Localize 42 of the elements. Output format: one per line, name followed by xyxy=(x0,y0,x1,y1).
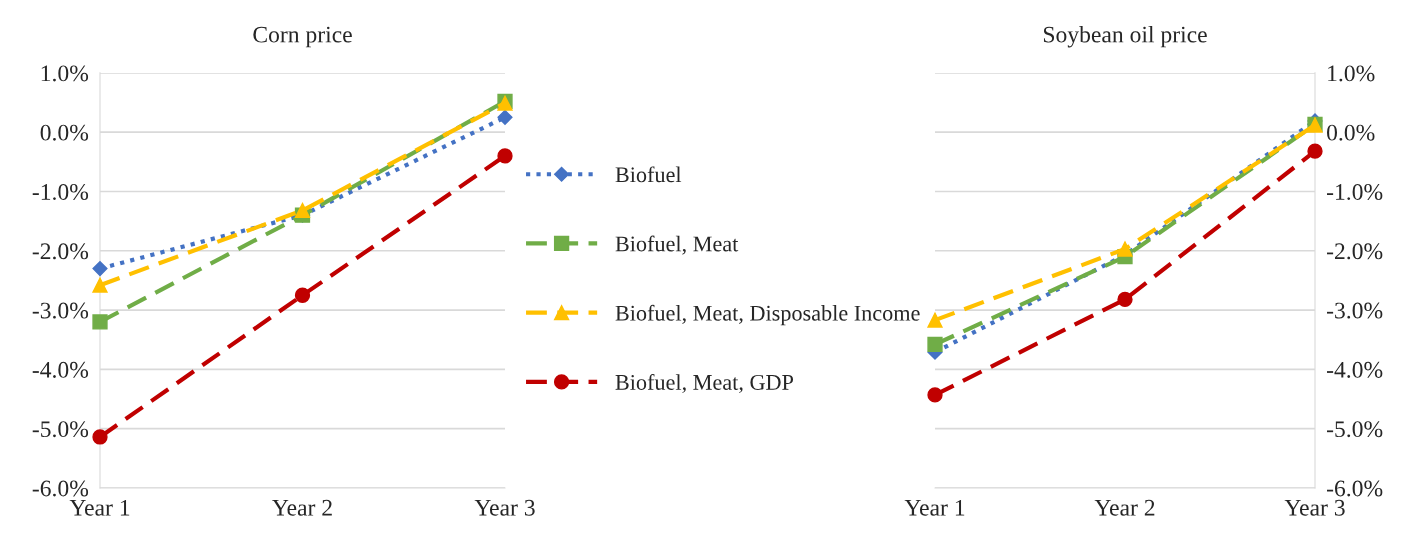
y-tick-label: -4.0% xyxy=(32,361,89,378)
legend-label: Biofuel xyxy=(615,166,682,183)
point xyxy=(927,336,943,353)
y-tick-label: 1.0% xyxy=(41,65,89,82)
point xyxy=(92,277,108,293)
y-tick-label: 0.0% xyxy=(1327,124,1375,141)
legend-label: Biofuel, Meat, Disposable Income xyxy=(615,304,920,326)
y-tick-label: -1.0% xyxy=(1326,183,1383,201)
point xyxy=(497,148,513,164)
point xyxy=(497,109,513,125)
chart-title: Corn price xyxy=(253,26,352,48)
legend-label: Biofuel, Meat xyxy=(615,235,739,255)
y-tick-label: -5.0% xyxy=(1326,421,1383,438)
point xyxy=(294,287,311,303)
y-tick-label: -3.0% xyxy=(1326,302,1383,319)
y-tick-label: 1.0% xyxy=(1328,65,1375,82)
point xyxy=(1117,291,1133,308)
x-tick-label: Year 3 xyxy=(474,499,535,516)
chart-title: Soybean oil price xyxy=(1043,25,1207,48)
x-tick-label: Year 2 xyxy=(272,499,332,516)
x-tick-label: Year 1 xyxy=(69,499,130,516)
point xyxy=(927,312,943,328)
y-tick-label: -5.0% xyxy=(32,421,89,438)
point xyxy=(92,261,108,277)
legend-label: Biofuel, Meat, GDP xyxy=(615,374,794,394)
y-tick-label: -6.0% xyxy=(32,480,89,497)
x-tick-label: Year 3 xyxy=(1284,499,1345,516)
y-tick-label: -3.0% xyxy=(32,302,89,319)
y-tick-label: -1.0% xyxy=(32,183,89,201)
point xyxy=(92,429,108,445)
x-tick-label: Year 1 xyxy=(904,499,965,516)
y-tick-label: -4.0% xyxy=(1326,361,1383,378)
point xyxy=(1307,143,1323,159)
point xyxy=(92,314,108,330)
point xyxy=(927,387,943,403)
y-tick-label: 0.0% xyxy=(40,124,89,141)
y-tick-label: -2.0% xyxy=(32,243,89,260)
y-tick-label: -6.0% xyxy=(1326,480,1383,497)
point xyxy=(1117,241,1133,257)
point xyxy=(294,202,311,219)
x-tick-label: Year 2 xyxy=(1094,499,1155,516)
y-tick-label: -2.0% xyxy=(1326,243,1383,260)
